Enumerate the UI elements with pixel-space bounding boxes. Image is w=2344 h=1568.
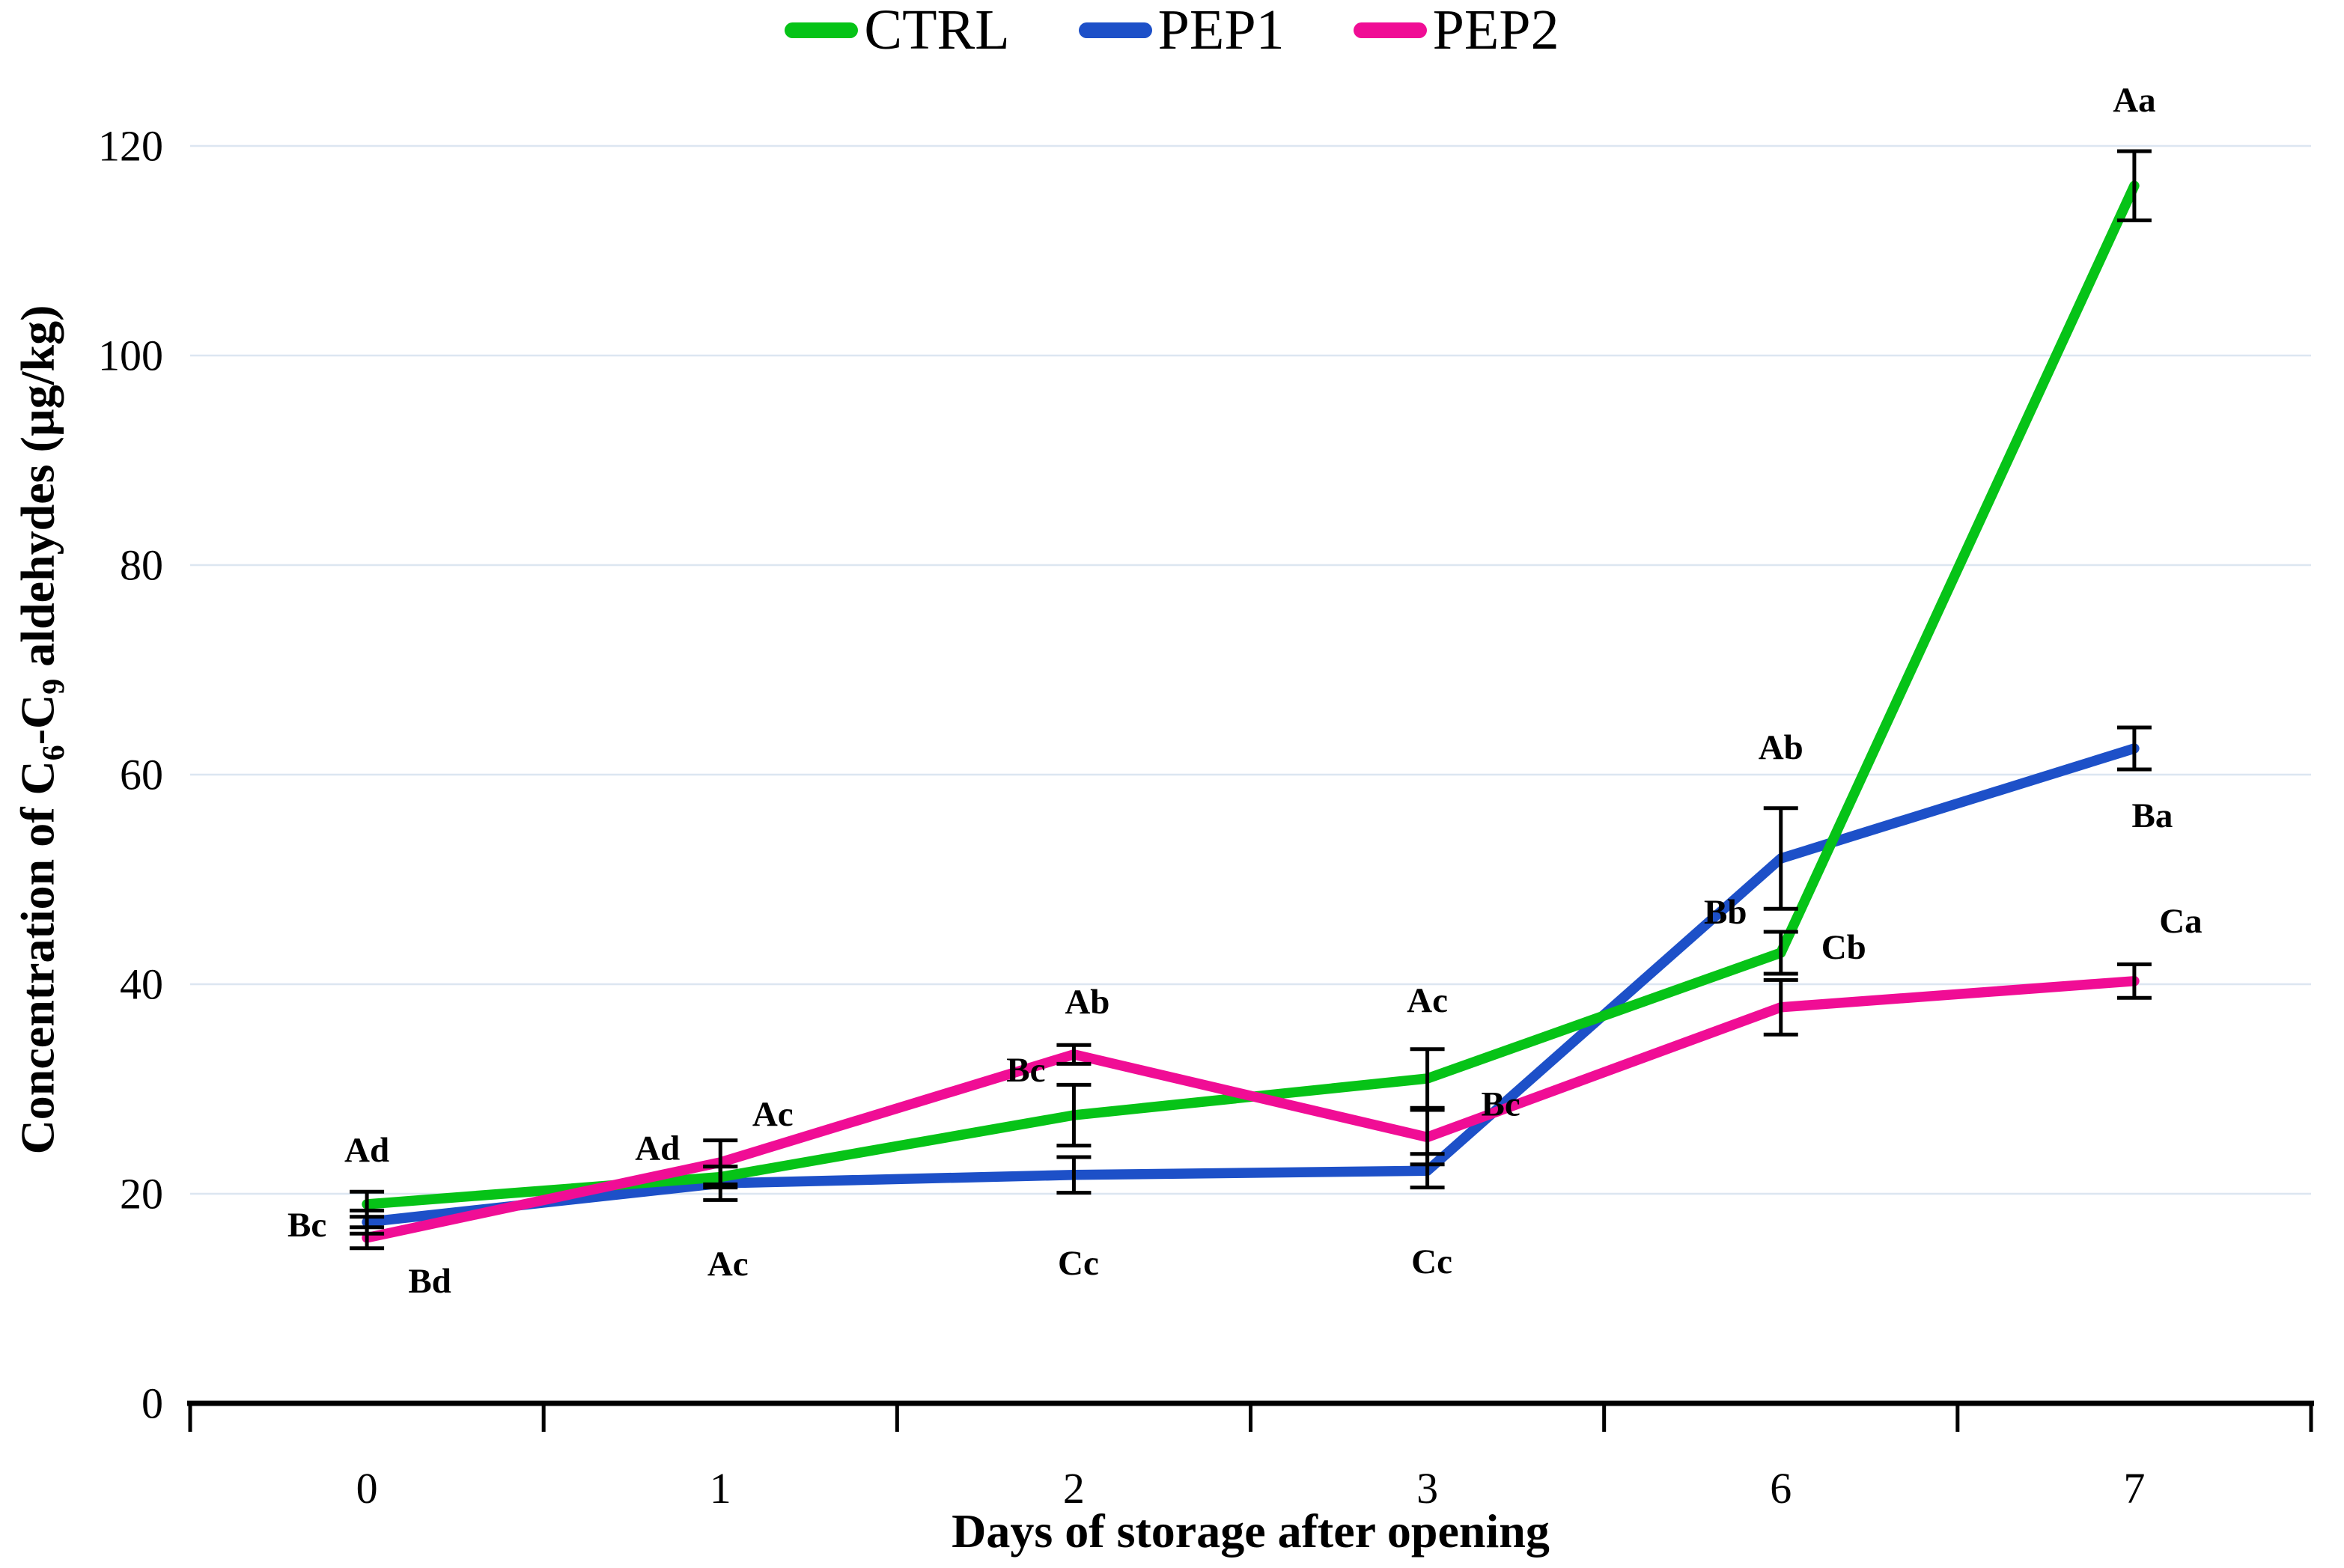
y-tick-label: 60 <box>120 751 163 799</box>
x-axis-title: Days of storage after opening <box>952 1504 1550 1558</box>
series-line-ctrl <box>362 180 2140 1209</box>
significance-label: Bc <box>287 1206 326 1245</box>
legend-item-pep1: PEP1 <box>1078 0 1285 61</box>
x-tick-label: 7 <box>2123 1464 2145 1513</box>
x-tick-label: 1 <box>710 1464 731 1513</box>
legend-swatch-pep1 <box>1078 22 1152 38</box>
x-tick-label: 3 <box>1416 1464 1438 1513</box>
significance-label: Ab <box>1065 983 1109 1022</box>
legend-item-pep2: PEP2 <box>1353 0 1559 61</box>
x-tick-label: 6 <box>1770 1464 1792 1513</box>
legend-label-pep1: PEP1 <box>1157 0 1285 61</box>
y-tick-label: 100 <box>98 332 163 380</box>
legend-label-pep2: PEP2 <box>1432 0 1559 61</box>
y-tick-label: 80 <box>120 541 163 590</box>
x-tick-label: 2 <box>1063 1464 1085 1513</box>
significance-label: Bc <box>1481 1085 1520 1123</box>
significance-label: Cc <box>1411 1242 1452 1281</box>
legend-swatch-ctrl <box>785 22 859 38</box>
significance-label: Ca <box>2159 902 2202 941</box>
significance-label: Aa <box>2113 81 2155 120</box>
significance-label: Ac <box>752 1095 794 1134</box>
significance-label: Ad <box>344 1131 389 1170</box>
significance-label: Cb <box>1821 928 1866 967</box>
series-line-pep1 <box>362 743 2140 1227</box>
legend-item-ctrl: CTRL <box>785 0 1010 61</box>
significance-label: Ba <box>2131 796 2173 835</box>
significance-label: Bc <box>1006 1051 1045 1090</box>
y-tick-label: 20 <box>120 1170 163 1218</box>
significance-label: Bd <box>408 1262 451 1301</box>
y-tick-label: 0 <box>141 1379 163 1428</box>
significance-label: Ac <box>1407 981 1448 1020</box>
legend: CTRL PEP1 PEP2 <box>0 1 2344 58</box>
significance-label: Ab <box>1759 728 1803 767</box>
significance-label: Cc <box>1058 1244 1099 1283</box>
y-tick-label: 120 <box>98 122 163 171</box>
significance-label: Ad <box>635 1129 680 1168</box>
legend-label-ctrl: CTRL <box>864 0 1010 61</box>
y-tick-label: 40 <box>120 960 163 1009</box>
significance-label: Ac <box>707 1245 749 1284</box>
legend-swatch-pep2 <box>1353 22 1427 38</box>
series-line-pep2 <box>362 976 2140 1243</box>
x-tick-label: 0 <box>356 1464 378 1513</box>
significance-label: Bb <box>1704 893 1747 932</box>
